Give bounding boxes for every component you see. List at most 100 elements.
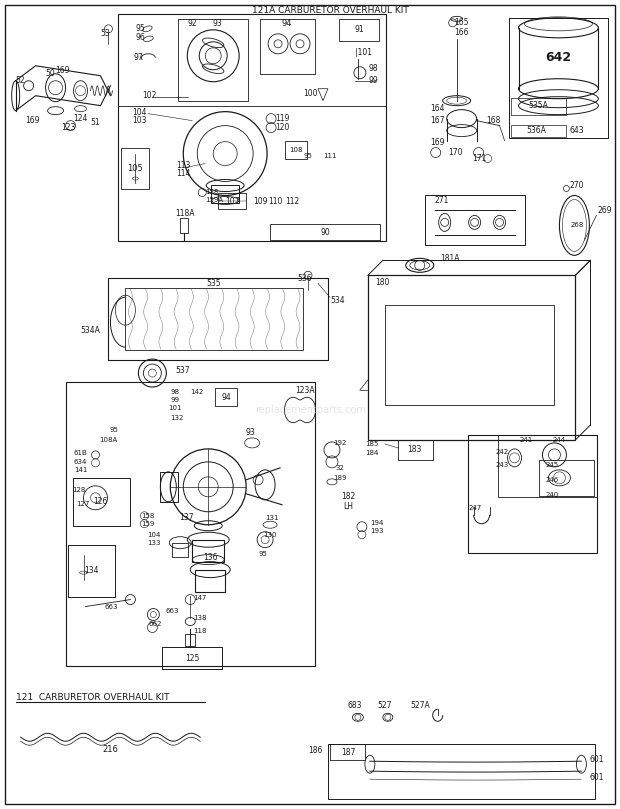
Text: 90: 90 xyxy=(320,228,330,237)
Bar xyxy=(498,435,597,497)
Text: 167: 167 xyxy=(430,116,445,125)
Text: 93: 93 xyxy=(246,429,255,438)
Bar xyxy=(510,125,567,137)
Text: 95: 95 xyxy=(304,153,312,159)
Text: 270: 270 xyxy=(569,181,584,190)
Text: 243: 243 xyxy=(496,462,509,468)
Text: 159: 159 xyxy=(142,521,155,527)
Bar xyxy=(195,570,225,591)
Bar xyxy=(180,218,188,233)
Bar xyxy=(368,275,575,440)
Text: 137: 137 xyxy=(179,513,193,523)
Bar xyxy=(270,224,380,240)
Text: 105: 105 xyxy=(128,164,143,173)
Text: 643: 643 xyxy=(569,126,583,135)
Text: 180: 180 xyxy=(375,277,389,286)
Text: 114: 114 xyxy=(176,169,191,178)
Text: 662: 662 xyxy=(149,621,162,626)
Bar xyxy=(211,185,239,203)
Text: 244: 244 xyxy=(553,437,566,443)
Text: 141: 141 xyxy=(74,467,87,472)
Text: 94: 94 xyxy=(221,392,231,401)
Text: 95: 95 xyxy=(109,427,118,433)
Text: 136: 136 xyxy=(203,553,218,562)
Text: 125: 125 xyxy=(185,654,200,663)
Text: 133: 133 xyxy=(148,540,161,546)
Bar xyxy=(118,14,386,241)
Bar xyxy=(330,744,365,760)
Text: 185: 185 xyxy=(365,441,379,447)
Text: replacementparts.com: replacementparts.com xyxy=(255,405,365,415)
Text: 240: 240 xyxy=(546,492,559,498)
Text: 52: 52 xyxy=(16,76,25,85)
Text: 123: 123 xyxy=(61,123,76,132)
Text: 166: 166 xyxy=(454,28,469,37)
Text: 182: 182 xyxy=(341,493,355,502)
Text: 601: 601 xyxy=(590,755,604,764)
Bar xyxy=(215,388,237,406)
Text: 242: 242 xyxy=(496,449,509,455)
Text: 193: 193 xyxy=(370,527,383,534)
Text: 123A: 123A xyxy=(295,386,315,395)
Text: 142: 142 xyxy=(190,389,204,395)
Bar xyxy=(179,19,248,100)
Text: 93: 93 xyxy=(212,19,222,28)
Text: 118A: 118A xyxy=(175,209,195,218)
Text: 158: 158 xyxy=(142,513,155,519)
Text: |101: |101 xyxy=(355,49,372,57)
Text: 634: 634 xyxy=(74,459,87,465)
Text: 124: 124 xyxy=(73,114,87,123)
Bar xyxy=(161,472,179,502)
Bar xyxy=(192,540,224,561)
Bar xyxy=(510,98,567,115)
Bar xyxy=(425,196,525,245)
Text: 121  CARBURETOR OVERHAUL KIT: 121 CARBURETOR OVERHAUL KIT xyxy=(16,693,169,702)
Text: 108A: 108A xyxy=(99,437,118,443)
Text: 165: 165 xyxy=(454,19,469,28)
Text: 50: 50 xyxy=(46,70,55,78)
Bar xyxy=(285,141,307,159)
Text: 95: 95 xyxy=(135,24,145,33)
Text: 118: 118 xyxy=(193,629,206,634)
Text: 535A: 535A xyxy=(528,101,549,110)
Text: 192: 192 xyxy=(333,440,347,446)
Text: 246: 246 xyxy=(546,477,559,483)
Text: 121A CARBURETOR OVERHAUL KIT: 121A CARBURETOR OVERHAUL KIT xyxy=(252,6,409,15)
Bar xyxy=(73,478,130,526)
Text: 534: 534 xyxy=(330,296,345,305)
Text: 120: 120 xyxy=(275,123,290,132)
Text: 159A: 159A xyxy=(205,197,223,203)
Bar xyxy=(260,19,315,74)
Bar xyxy=(108,278,328,360)
Text: 536: 536 xyxy=(298,273,312,283)
Text: 534A: 534A xyxy=(81,326,100,335)
Text: 183: 183 xyxy=(407,446,422,455)
Bar xyxy=(172,543,188,557)
Bar xyxy=(339,19,379,40)
Text: 32: 32 xyxy=(335,465,344,471)
Text: 98: 98 xyxy=(369,64,378,74)
Text: 104: 104 xyxy=(133,108,147,117)
Text: 535: 535 xyxy=(206,279,221,288)
Text: 108: 108 xyxy=(290,146,303,153)
Text: 99: 99 xyxy=(369,76,379,85)
Bar xyxy=(125,288,303,350)
Bar xyxy=(385,305,554,405)
Text: 663: 663 xyxy=(166,608,179,613)
Text: 171: 171 xyxy=(472,154,487,163)
Text: 181A: 181A xyxy=(440,254,459,263)
Text: 536A: 536A xyxy=(526,126,546,135)
Bar xyxy=(185,634,195,646)
Text: 527A: 527A xyxy=(410,701,430,709)
Bar xyxy=(398,440,433,460)
Text: 164: 164 xyxy=(430,104,445,113)
Text: 97: 97 xyxy=(133,53,143,62)
Text: 109: 109 xyxy=(253,197,267,206)
Bar xyxy=(68,544,115,596)
Text: 128: 128 xyxy=(72,487,85,493)
Text: 98: 98 xyxy=(170,389,180,395)
Bar xyxy=(66,382,315,667)
Text: 96: 96 xyxy=(135,33,145,42)
Text: 132: 132 xyxy=(170,415,184,421)
Text: 683: 683 xyxy=(348,701,362,709)
